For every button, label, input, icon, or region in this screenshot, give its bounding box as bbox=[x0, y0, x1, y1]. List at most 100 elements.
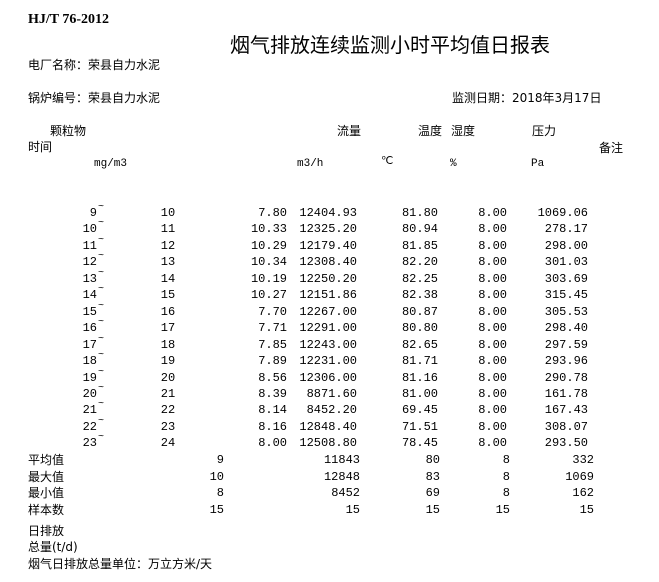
pm-value: 8.14 bbox=[258, 403, 287, 418]
pm-value: 7.89 bbox=[258, 354, 287, 369]
pm-value: 7.71 bbox=[258, 321, 287, 336]
flow-value: 12231.00 bbox=[299, 354, 357, 369]
tilde-separator: ~ bbox=[98, 382, 105, 394]
flow-value: 11843 bbox=[323, 453, 360, 467]
col-header-temp: 温度 bbox=[418, 124, 443, 138]
flow-value: 12508.80 bbox=[299, 436, 357, 451]
hour-start: 10 bbox=[82, 222, 97, 237]
pm-value: 8.00 bbox=[258, 436, 287, 451]
tilde-separator: ~ bbox=[98, 350, 105, 362]
flow-value: 12179.40 bbox=[299, 238, 357, 253]
tilde-separator: ~ bbox=[98, 399, 105, 411]
pm-value: 10.27 bbox=[250, 288, 287, 303]
pressure-value: 1069.06 bbox=[537, 206, 588, 220]
hour-start: 20 bbox=[82, 386, 97, 401]
temp-value: 80.87 bbox=[401, 304, 438, 319]
pressure-value: 301.03 bbox=[544, 255, 588, 270]
pressure-value: 297.59 bbox=[544, 337, 588, 352]
flow-value: 12250.20 bbox=[299, 271, 357, 286]
humid-value: 8.00 bbox=[478, 321, 507, 336]
humid-value: 8.00 bbox=[478, 419, 507, 434]
summary-label: 最小值 bbox=[28, 486, 65, 501]
tilde-separator: ~ bbox=[98, 300, 105, 312]
pressure-value: 298.00 bbox=[544, 238, 588, 253]
hour-start: 15 bbox=[82, 304, 97, 319]
col-header-pm: 颗粒物 bbox=[50, 124, 87, 138]
tilde-separator: ~ bbox=[98, 284, 105, 296]
pressure-value: 290.78 bbox=[544, 370, 588, 385]
humid-value: 8.00 bbox=[478, 304, 507, 319]
temp-value: 82.20 bbox=[401, 255, 438, 270]
temp-value: 82.38 bbox=[401, 288, 438, 303]
pressure-value: 298.40 bbox=[544, 321, 588, 336]
pm-value: 10.19 bbox=[250, 271, 287, 286]
pm-value: 15 bbox=[209, 502, 224, 517]
humid-value: 8.00 bbox=[478, 337, 507, 352]
hour-start: 17 bbox=[82, 337, 97, 352]
humid-value: 8.00 bbox=[478, 354, 507, 369]
pressure-value: 15 bbox=[579, 502, 594, 517]
pressure-value: 161.78 bbox=[544, 386, 588, 401]
flow-value: 8452 bbox=[331, 486, 360, 501]
humid-value: 8.00 bbox=[478, 288, 507, 303]
humid-value: 8.00 bbox=[478, 271, 507, 286]
humid-value: 8.00 bbox=[478, 222, 507, 237]
pm-value: 10 bbox=[209, 469, 224, 484]
unit-temp: ℃ bbox=[381, 156, 394, 168]
pressure-value: 293.96 bbox=[544, 354, 588, 369]
hour-end: 23 bbox=[160, 419, 176, 434]
hour-end: 20 bbox=[160, 370, 176, 385]
pressure-value: 293.50 bbox=[544, 436, 588, 451]
pm-value: 7.85 bbox=[258, 337, 287, 352]
temp-value: 78.45 bbox=[401, 436, 438, 451]
humid-value: 8 bbox=[502, 469, 510, 484]
col-header-humid: 湿度 bbox=[451, 124, 476, 138]
temp-value: 69 bbox=[425, 486, 440, 501]
tilde-separator: ~ bbox=[98, 415, 105, 427]
pressure-value: 303.69 bbox=[544, 271, 588, 286]
hour-end: 10 bbox=[160, 206, 176, 220]
standard-code: HJ/T 76-2012 bbox=[28, 12, 110, 27]
pm-value: 7.70 bbox=[258, 304, 287, 319]
hour-start: 12 bbox=[82, 255, 97, 270]
temp-value: 69.45 bbox=[401, 403, 438, 418]
humid-value: 8.00 bbox=[478, 403, 507, 418]
humid-value: 8.00 bbox=[478, 238, 507, 253]
flow-value: 12848 bbox=[323, 469, 360, 484]
hour-end: 12 bbox=[160, 238, 176, 253]
pressure-value: 305.53 bbox=[544, 304, 588, 319]
daily-total-label-unit: 总量(t/d) bbox=[28, 540, 78, 554]
plant-name: 电厂名称：荣县自力水泥 bbox=[28, 58, 161, 72]
tilde-separator: ~ bbox=[98, 432, 105, 444]
hour-end: 18 bbox=[160, 337, 176, 352]
flow-value: 12325.20 bbox=[299, 222, 357, 237]
unit-humid: % bbox=[450, 158, 457, 170]
pm-value: 7.80 bbox=[258, 206, 287, 220]
flow-value: 15 bbox=[345, 502, 360, 517]
hour-end: 17 bbox=[160, 321, 176, 336]
flow-value: 12243.00 bbox=[299, 337, 357, 352]
hour-start: 16 bbox=[82, 321, 97, 336]
hour-end: 21 bbox=[160, 386, 176, 401]
hour-end: 19 bbox=[160, 354, 176, 369]
flow-value: 12308.40 bbox=[299, 255, 357, 270]
tilde-separator: ~ bbox=[98, 317, 105, 329]
tilde-separator: ~ bbox=[98, 267, 105, 279]
hour-start: 18 bbox=[82, 354, 97, 369]
report-title: 烟气排放连续监测小时平均值日报表 bbox=[230, 33, 550, 57]
flow-value: 8452.20 bbox=[306, 403, 357, 418]
pressure-value: 1069 bbox=[565, 469, 594, 484]
flow-value: 12306.00 bbox=[299, 370, 357, 385]
pressure-value: 162 bbox=[572, 486, 594, 501]
temp-value: 81.16 bbox=[401, 370, 438, 385]
humid-value: 8.00 bbox=[478, 255, 507, 270]
hour-start: 14 bbox=[82, 288, 97, 303]
tilde-separator: ~ bbox=[98, 218, 105, 230]
humid-value: 8 bbox=[502, 486, 510, 501]
flow-value: 12404.93 bbox=[299, 206, 357, 220]
pressure-value: 167.43 bbox=[544, 403, 588, 418]
monitor-date: 监测日期：2018年3月17日 bbox=[452, 91, 602, 105]
pm-value: 8.16 bbox=[258, 419, 287, 434]
temp-value: 80.80 bbox=[401, 321, 438, 336]
temp-value: 71.51 bbox=[401, 419, 438, 434]
